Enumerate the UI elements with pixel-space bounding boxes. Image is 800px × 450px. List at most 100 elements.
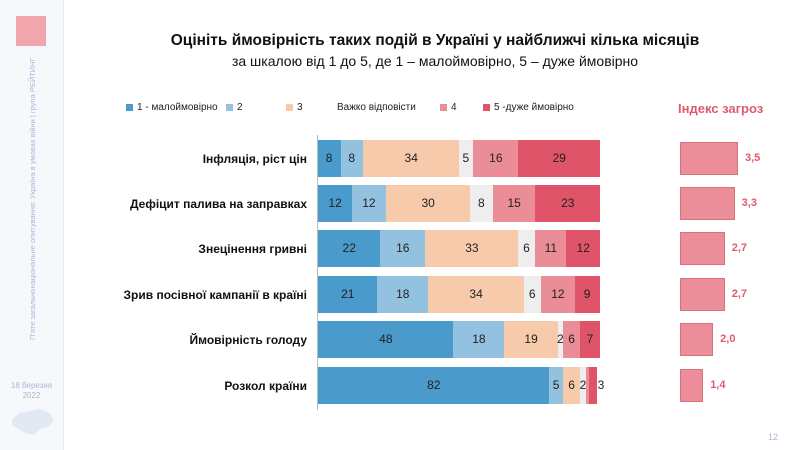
data-label: 30 [421,196,435,210]
rating-logo [16,16,46,46]
data-label: 6 [528,287,536,301]
data-label: 18 [472,332,486,346]
bar-segment [318,321,454,358]
index-bar [680,278,725,311]
bar-segment [566,230,600,267]
legend-item: 5 -дуже ймовірно [483,102,574,113]
survey-caption: П'яте загальнонаціональне опитування: Ук… [28,57,37,340]
data-label: 21 [341,287,355,301]
bar-segment [377,276,428,313]
index-value-label: 3,5 [745,152,761,164]
legend-label: 2 [237,102,243,113]
bar-segment [351,185,386,222]
legend-swatch [440,104,447,111]
bar-segment [540,276,575,313]
data-label: 12 [362,196,376,210]
index-value-label: 1,4 [710,379,726,391]
bar-segment [588,367,598,404]
bar-segment [340,140,364,177]
legend-label: 5 -дуже ймовірно [494,102,574,113]
category-label: Знецінення гривні [198,242,307,256]
sidebar: П'яте загальнонаціональне опитування: Ук… [0,0,64,450]
bar-segment [563,321,581,358]
index-bar [680,142,738,175]
bar-segment [453,321,505,358]
data-label: 3 [597,378,605,392]
bar-segment [549,367,564,404]
category-label: Розкол країни [224,379,307,393]
bar-segment [574,276,600,313]
ukraine-map-icon [12,409,54,435]
survey-date: 18 березня 2022 [0,381,63,401]
bar-segment [380,230,426,267]
data-label: 8 [348,151,356,165]
index-bar [680,369,704,402]
bar-segment [427,276,524,313]
index-bar [680,187,735,220]
category-label: Ймовірність голоду [189,333,307,347]
bar-segment [518,230,536,267]
legend-swatch [483,104,490,111]
category-label: Інфляція, ріст цін [202,152,307,166]
bar-segment [363,140,459,177]
legend-label: 4 [451,102,457,113]
bar-segment [518,140,600,177]
bar-segment [504,321,558,358]
legend-item: 2 [226,102,243,113]
data-label: 12 [328,196,342,210]
page-number: 12 [767,432,778,442]
data-label: 33 [465,241,479,255]
data-label: 82 [427,378,441,392]
index-value-label: 3,3 [741,197,757,209]
legend-label: Важко відповісти [337,102,416,113]
chart-subtitle: за шкалою від 1 до 5, де 1 – малоймовірн… [231,53,639,69]
legend-label: 3 [297,102,303,113]
data-label: 5 [462,151,470,165]
data-label: 34 [469,287,483,301]
data-label: 7 [586,332,594,346]
data-label: 6 [568,378,575,392]
legend-item: 4 [440,102,457,113]
bar-segment [585,367,589,404]
index-value-label: 2,7 [731,242,748,254]
bar-segment [318,185,352,222]
data-label: 9 [583,287,591,301]
bar-segment [459,140,474,177]
legend-label: 1 - малоймовірно [137,102,218,113]
bar-segment [563,367,581,404]
data-label: 2 [557,332,564,346]
index-value-label: 2,7 [731,288,748,300]
bar-segment [580,367,586,404]
data-label: 2 [579,378,587,392]
bar-segment [318,140,341,177]
category-label: Зрив посівної кампанії в країні [123,288,307,302]
data-label: 6 [523,241,530,255]
category-label: Дефіцит палива на заправках [129,197,307,211]
data-label: 48 [379,332,393,346]
legend-item: Важко відповісти [337,102,416,113]
data-label: 18 [396,287,410,301]
index-value-label: 2,0 [720,333,736,345]
bar-segment [523,276,541,313]
bar-segment [580,321,600,358]
data-label: 16 [489,151,503,165]
bar-segment [318,230,381,267]
date-line-2: 2022 [22,391,41,400]
data-label: 15 [507,196,521,210]
data-label: 22 [342,241,356,255]
data-label: 11 [544,241,558,255]
legend-swatch [226,104,233,111]
bar-segment [385,185,471,222]
category-axis [317,135,318,410]
bar-segment [318,367,550,404]
data-label: 34 [404,151,418,165]
data-label: 6 [568,332,575,346]
bar-segment [470,185,493,222]
data-label: 16 [396,241,410,255]
data-label: 12 [576,241,590,255]
bar-segment [535,185,600,222]
bar-segment [535,230,567,267]
bar-segment [492,185,536,222]
date-line-1: 18 березня [10,381,53,390]
legend-item: 1 - малоймовірно [126,102,218,113]
